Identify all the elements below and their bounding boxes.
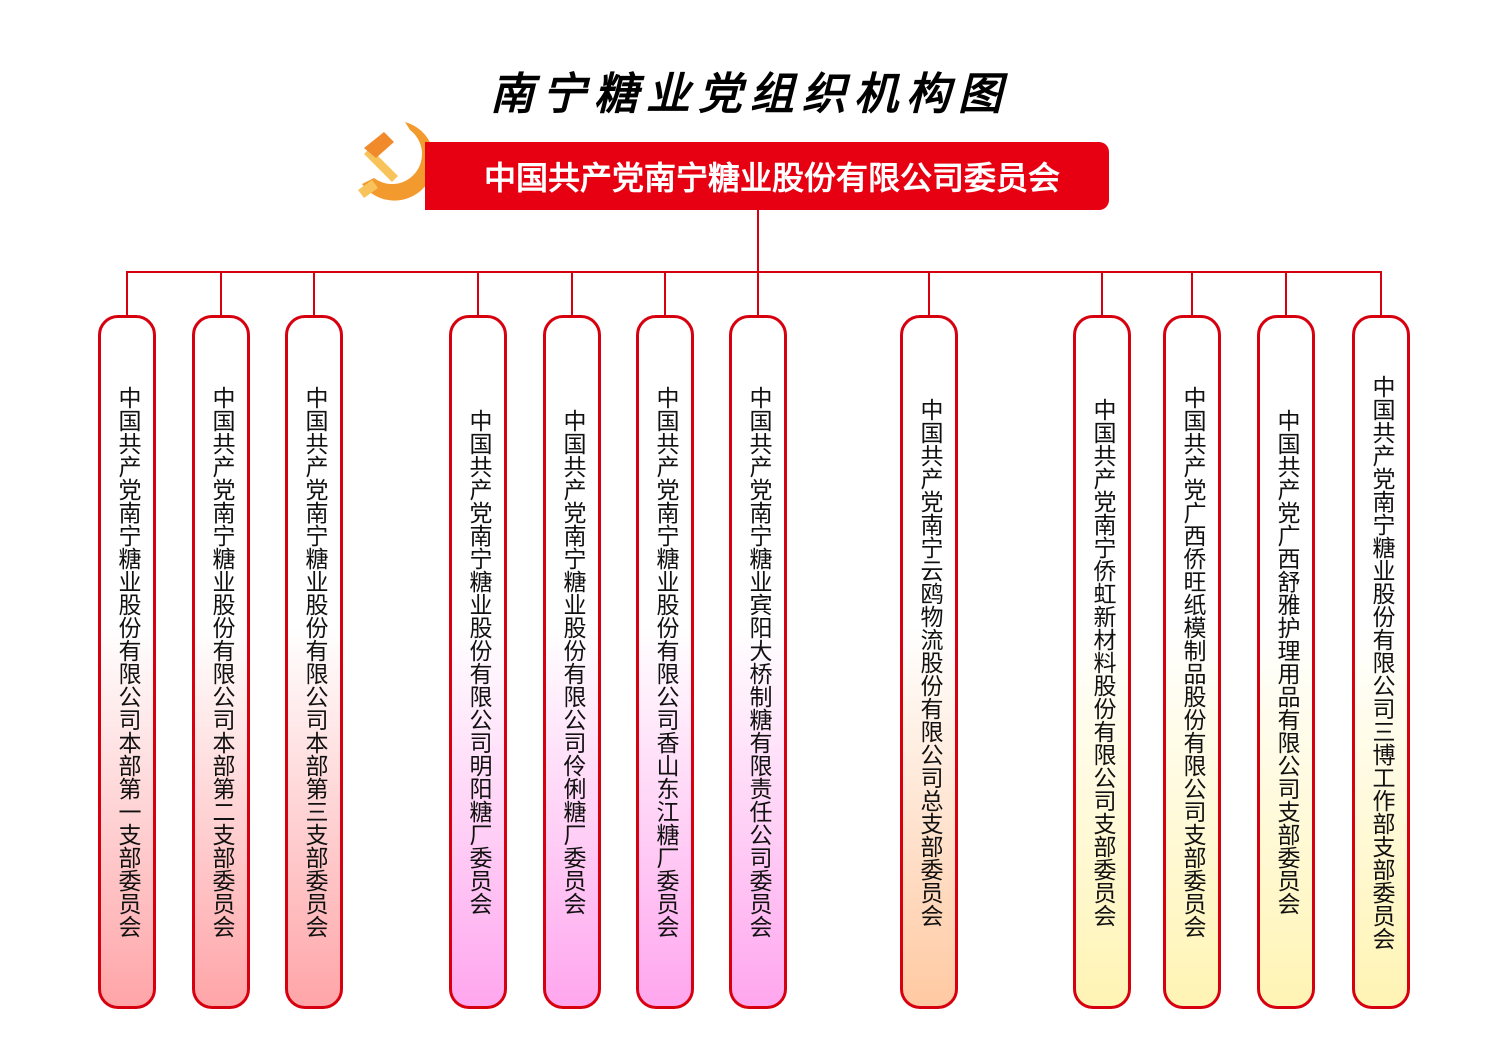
branch-connector-line xyxy=(928,271,930,315)
branch-committee-label: 中国共产党南宁云鸥物流股份有限公司总支部委员会 xyxy=(916,397,942,927)
branch-committee-label: 中国共产党南宁糖业股份有限公司本部第三支部委员会 xyxy=(301,386,327,938)
branch-connector-line xyxy=(1101,271,1103,315)
branch-committee-label: 中国共产党南宁糖业股份有限公司明阳糖厂委员会 xyxy=(465,409,491,915)
branch-committee-label: 中国共产党南宁糖业股份有限公司香山东江糖厂委员会 xyxy=(652,386,678,938)
branch-connector-line xyxy=(1191,271,1193,315)
branch-connector-line xyxy=(477,271,479,315)
branch-connector-line xyxy=(664,271,666,315)
branch-committee-node: 中国共产党广西舒雅护理用品有限公司支部委员会 xyxy=(1257,315,1315,1009)
branch-committee-node: 中国共产党南宁侨虹新材料股份有限公司支部委员会 xyxy=(1073,315,1131,1009)
branch-committee-node: 中国共产党南宁糖业宾阳大桥制糖有限责任公司委员会 xyxy=(729,315,787,1009)
root-committee-label: 中国共产党南宁糖业股份有限公司委员会 xyxy=(483,159,1060,197)
branch-connector-line xyxy=(757,271,759,315)
branch-committee-label: 中国共产党南宁糖业股份有限公司本部第一支部委员会 xyxy=(114,386,140,938)
branch-committee-label: 中国共产党南宁糖业股份有限公司伶俐糖厂委员会 xyxy=(559,409,585,915)
horizontal-connector-line xyxy=(126,271,1382,273)
branch-committee-node: 中国共产党广西侨旺纸模制品股份有限公司支部委员会 xyxy=(1163,315,1221,1009)
branch-connector-line xyxy=(126,271,128,315)
branch-connector-line xyxy=(571,271,573,315)
branch-committee-node: 中国共产党南宁糖业股份有限公司本部第二支部委员会 xyxy=(192,315,250,1009)
branch-committee-label: 中国共产党广西舒雅护理用品有限公司支部委员会 xyxy=(1273,409,1299,915)
hammer-sickle-emblem-icon xyxy=(358,122,435,201)
root-committee-node: 中国共产党南宁糖业股份有限公司委员会 xyxy=(425,142,1109,210)
branch-committee-label: 中国共产党南宁侨虹新材料股份有限公司支部委员会 xyxy=(1089,397,1115,927)
branch-committee-node: 中国共产党南宁糖业股份有限公司明阳糖厂委员会 xyxy=(449,315,507,1009)
branch-committee-node: 中国共产党南宁糖业股份有限公司三博工作部支部委员会 xyxy=(1352,315,1410,1009)
branch-committee-node: 中国共产党南宁云鸥物流股份有限公司总支部委员会 xyxy=(900,315,958,1009)
branch-committee-label: 中国共产党广西侨旺纸模制品股份有限公司支部委员会 xyxy=(1179,386,1205,938)
branch-committee-label: 中国共产党南宁糖业股份有限公司三博工作部支部委员会 xyxy=(1368,374,1394,950)
branch-committee-label: 中国共产党南宁糖业宾阳大桥制糖有限责任公司委员会 xyxy=(745,386,771,938)
root-connector-line xyxy=(757,210,759,272)
branch-committee-label: 中国共产党南宁糖业股份有限公司本部第二支部委员会 xyxy=(208,386,234,938)
branch-connector-line xyxy=(313,271,315,315)
branch-committee-node: 中国共产党南宁糖业股份有限公司本部第三支部委员会 xyxy=(285,315,343,1009)
chart-title: 南宁糖业党组织机构图 xyxy=(490,69,1010,120)
branch-connector-line xyxy=(220,271,222,315)
branch-committee-node: 中国共产党南宁糖业股份有限公司伶俐糖厂委员会 xyxy=(543,315,601,1009)
branch-connector-line xyxy=(1380,271,1382,315)
branch-connector-line xyxy=(1285,271,1287,315)
branch-committee-node: 中国共产党南宁糖业股份有限公司香山东江糖厂委员会 xyxy=(636,315,694,1009)
branch-committee-node: 中国共产党南宁糖业股份有限公司本部第一支部委员会 xyxy=(98,315,156,1009)
